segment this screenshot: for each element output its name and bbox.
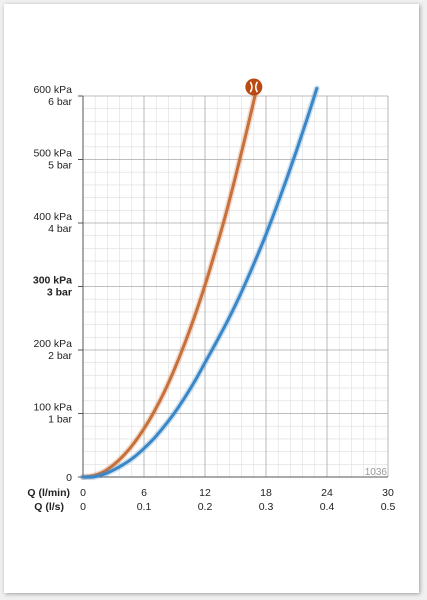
y-tick-label-kpa: 500 kPa	[33, 148, 72, 160]
x-tick-label-ls: 0.4	[320, 501, 335, 513]
x-axis-labels: Q (l/min) Q (l/s) 0 0 6 0.1 12 0.2 18 0.3 24 0.4 30 0…	[27, 487, 395, 513]
x-tick-label-ls: 0.3	[259, 501, 274, 513]
badge-circle	[245, 78, 263, 96]
y-tick-label-bar: 6 bar	[48, 96, 72, 108]
x-tick-label-lpm: 18	[260, 487, 272, 499]
series-line-1	[81, 90, 258, 479]
y-tick-label-bar: 2 bar	[48, 350, 72, 362]
x-tick-label-lpm: 6	[141, 487, 147, 499]
x-tick-label-ls: 0	[80, 501, 86, 513]
chart-code-label: 1036	[365, 467, 388, 478]
chart-sheet: 0 100 kPa 1 bar 200 kPa 2 bar 300 kPa 3 bar 400…	[4, 4, 419, 593]
y-tick-label-kpa: 100 kPa	[33, 402, 72, 414]
x-axis-title-ls: Q (l/s)	[34, 501, 64, 513]
x-tick-label-ls: 0.1	[137, 501, 152, 513]
x-axis-title-lpm: Q (l/min)	[27, 487, 70, 499]
y-tick-label-bar: 1 bar	[48, 414, 72, 426]
x-tick-label-lpm: 12	[199, 487, 211, 499]
x-tick-label-ls: 0.2	[198, 501, 213, 513]
y-tick-label-bar: 3 bar	[47, 287, 72, 299]
y-tick-label-kpa: 200 kPa	[33, 338, 72, 350]
axes	[78, 95, 388, 478]
y-tick-label-bar: 4 bar	[48, 223, 72, 235]
y-tick-label-kpa: 0	[66, 472, 72, 484]
x-tick-label-ls: 0.5	[381, 501, 396, 513]
symmetrical-valve-icon	[245, 78, 263, 96]
badge-right-stroke	[254, 81, 258, 93]
series-layer	[80, 85, 320, 481]
x-tick-label-lpm: 30	[382, 487, 394, 499]
badge-left-stroke	[249, 81, 253, 93]
x-tick-label-lpm: 0	[80, 487, 86, 499]
major-grid	[83, 95, 389, 477]
x-tick-label-lpm: 24	[321, 487, 333, 499]
series-line-2	[81, 86, 319, 479]
y-tick-label-kpa: 400 kPa	[33, 211, 72, 223]
y-tick-label-bar: 5 bar	[48, 160, 72, 172]
y-tick-label-kpa: 600 kPa	[33, 84, 72, 96]
y-tick-label-kpa: 300 kPa	[33, 275, 72, 287]
